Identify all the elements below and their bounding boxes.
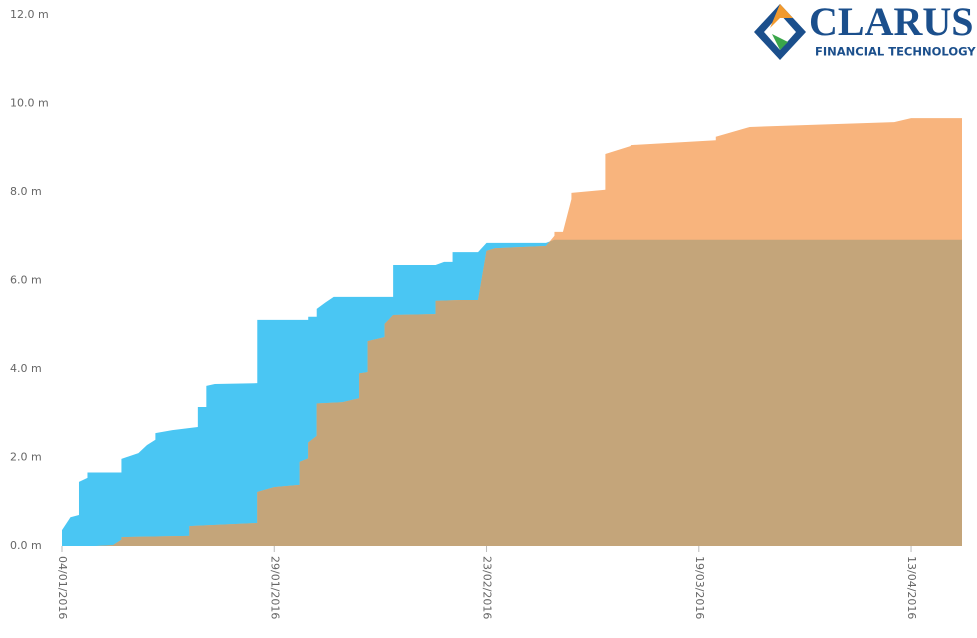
y-tick-label: 12.0 m	[10, 8, 49, 21]
overlap-area	[62, 239, 962, 546]
x-tick-label: 13/04/2016	[905, 556, 918, 619]
y-tick-label: 10.0 m	[10, 97, 49, 110]
x-tick-label: 23/02/2016	[481, 556, 494, 619]
logo: CLARUS FINANCIAL TECHNOLOGY	[754, 0, 976, 60]
y-tick-label: 0.0 m	[10, 539, 42, 552]
y-tick-label: 8.0 m	[10, 185, 42, 198]
plot: 0.0 m 2.0 m 4.0 m 6.0 m 8.0 m 10.0 m 12.0 m 04/…	[10, 8, 962, 619]
y-tick-label: 6.0 m	[10, 274, 42, 287]
logo-inner	[764, 14, 796, 50]
logo-accent	[770, 4, 793, 28]
logo-tagline: FINANCIAL TECHNOLOGY	[815, 45, 976, 59]
y-tick-label: 2.0 m	[10, 451, 42, 464]
x-tick-label: 04/01/2016	[56, 556, 69, 619]
logo-accent-green	[772, 34, 788, 50]
y-tick-label: 4.0 m	[10, 362, 42, 375]
x-tick-label: 29/01/2016	[268, 556, 281, 619]
logo-name: CLARUS	[809, 0, 973, 44]
x-tick-label: 19/03/2016	[693, 556, 706, 619]
